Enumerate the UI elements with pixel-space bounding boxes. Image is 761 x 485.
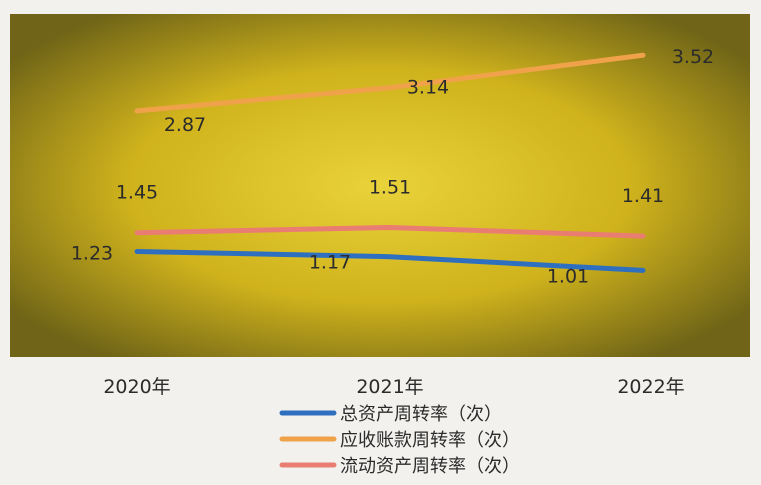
data-label-s3-1: 1.45 <box>116 182 158 204</box>
series-line-2 <box>134 52 646 114</box>
legend: 总资产周转率（次） 应收账款周转率（次） 流动资产周转率（次） <box>279 404 520 477</box>
data-labels: 1.23 1.17 1.01 2.87 3.14 3.52 1.45 1.51 1.41 <box>71 46 714 287</box>
legend-label-3: 流动资产周转率（次） <box>340 456 520 477</box>
x-axis-ticks: 2020年 2021年 2022年 <box>103 376 684 398</box>
series-line-1 <box>134 249 646 273</box>
x-tick-label-2: 2021年 <box>356 376 423 398</box>
data-label-s1-3: 1.01 <box>547 265 589 287</box>
series-layer <box>134 52 646 273</box>
data-label-s3-3: 1.41 <box>622 185 664 207</box>
data-label-s2-3: 3.52 <box>672 46 714 68</box>
data-label-s1-1: 1.23 <box>71 243 113 265</box>
plot-area-background <box>10 14 750 357</box>
data-label-s3-2: 1.51 <box>369 177 411 199</box>
x-tick-label-1: 2020年 <box>103 376 170 398</box>
data-label-s1-2: 1.17 <box>309 252 351 274</box>
x-tick-label-3: 2022年 <box>617 376 684 398</box>
series-line-3 <box>134 225 646 239</box>
data-label-s2-1: 2.87 <box>164 114 206 136</box>
legend-label-2: 应收账款周转率（次） <box>340 430 520 451</box>
legend-label-1: 总资产周转率（次） <box>340 404 502 425</box>
data-label-s2-2: 3.14 <box>407 77 449 99</box>
